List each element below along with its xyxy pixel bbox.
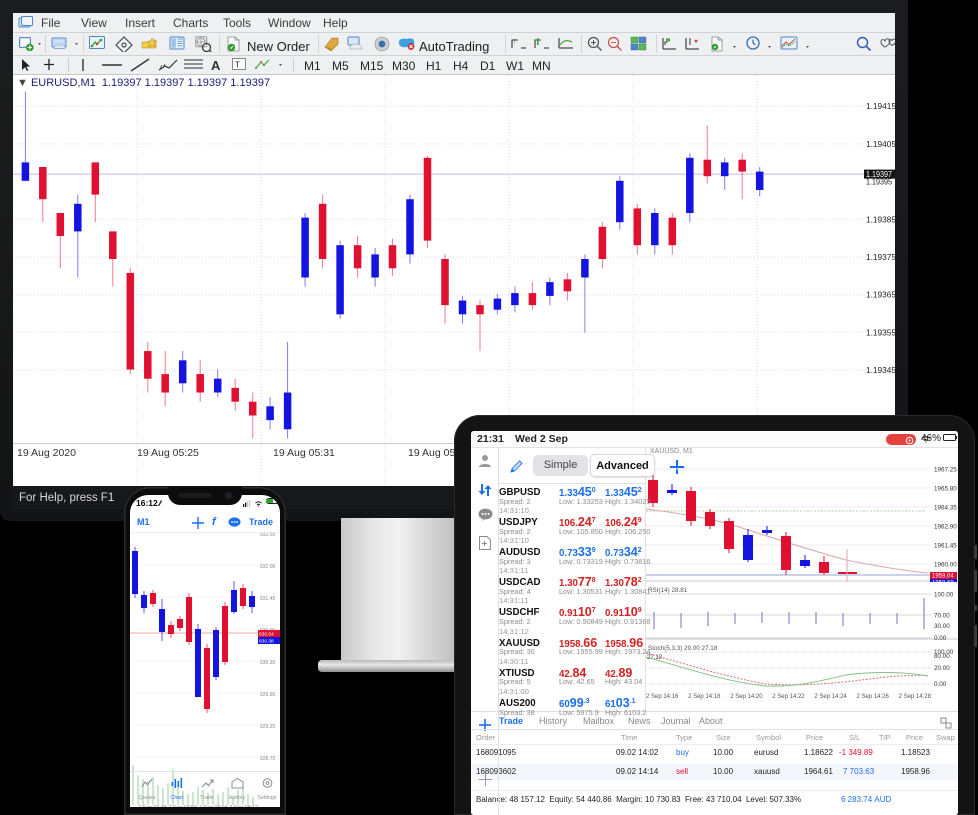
svg-text:1959.04: 1959.04 [932, 574, 954, 580]
svg-text:932.55: 932.55 [260, 533, 276, 538]
svg-text:929.25: 929.25 [260, 724, 276, 730]
svg-text:1965.80: 1965.80 [934, 486, 957, 493]
svg-text:928.70: 928.70 [260, 756, 276, 762]
svg-text:20.00: 20.00 [934, 665, 950, 672]
svg-text:930.35: 930.35 [260, 660, 276, 666]
svg-text:931.45: 931.45 [260, 596, 276, 602]
svg-text:929.80: 929.80 [260, 692, 276, 698]
svg-text:30.00: 30.00 [934, 623, 950, 630]
svg-text:1958.69: 1958.69 [932, 581, 954, 583]
svg-text:80.00: 80.00 [934, 653, 950, 660]
svg-text:100.00: 100.00 [934, 592, 954, 599]
svg-text:930.54: 930.54 [259, 632, 274, 638]
svg-text:RSI(14) 28.81: RSI(14) 28.81 [648, 587, 688, 594]
svg-text:0.00: 0.00 [934, 635, 947, 640]
svg-text:932.00: 932.00 [260, 564, 276, 570]
svg-text:1960.00: 1960.00 [934, 562, 957, 569]
svg-text:T: T [235, 61, 240, 70]
svg-text:Stoch(5,3,3) 29.00 27.18: Stoch(5,3,3) 29.00 27.18 [648, 645, 718, 652]
svg-text:930.38: 930.38 [259, 639, 274, 645]
svg-text:1964.35: 1964.35 [934, 505, 957, 512]
svg-text:70.00: 70.00 [934, 613, 950, 620]
svg-text:1961.45: 1961.45 [934, 543, 957, 550]
svg-text:1962.90: 1962.90 [934, 524, 957, 531]
svg-text:0.00: 0.00 [934, 681, 947, 688]
svg-text:1967.25: 1967.25 [934, 467, 957, 474]
